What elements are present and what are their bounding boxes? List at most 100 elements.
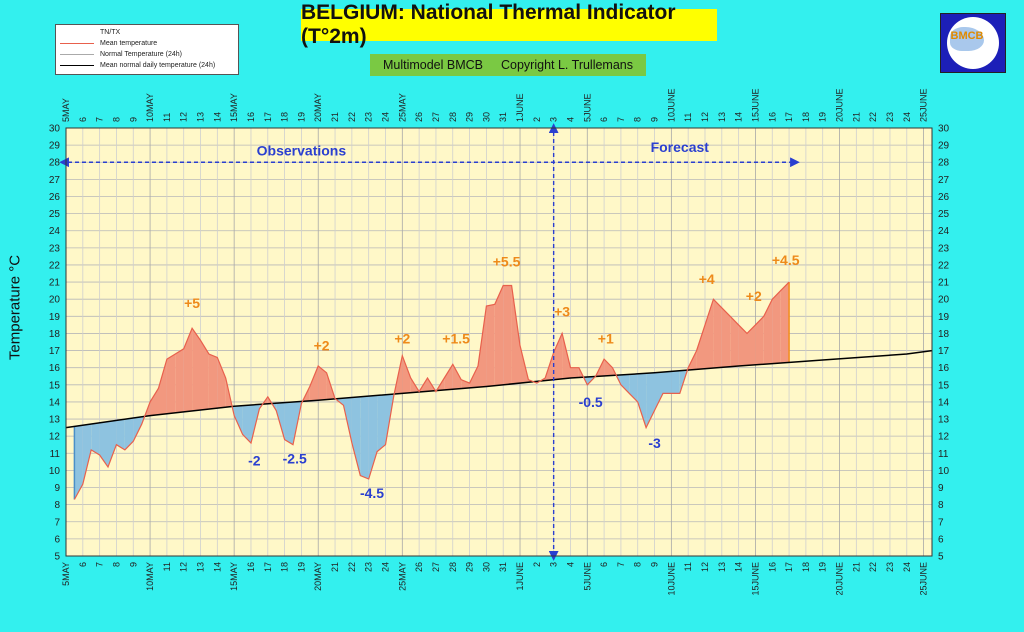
cold-area: [620, 374, 630, 394]
legend: TN/TX Mean temperature Normal Temperatur…: [55, 24, 239, 75]
x-tick-label-top: 22: [347, 112, 357, 122]
x-tick-label-top: 31: [498, 112, 508, 122]
legend-label: Mean normal daily temperature (24h): [100, 61, 216, 69]
bmcb-logo: BMCB: [940, 13, 1006, 73]
x-tick-label-bottom: 12: [700, 562, 710, 572]
warm-area: [763, 299, 773, 365]
anomaly-label: +1.5: [442, 331, 470, 347]
x-tick-label-top: 6: [599, 117, 609, 122]
x-tick-label-top: 13: [196, 112, 206, 122]
x-tick-label-top: 11: [162, 113, 172, 122]
legend-swatch: [60, 42, 94, 44]
y-tick-label-right: 19: [938, 312, 950, 323]
y-tick-label-right: 6: [938, 534, 944, 545]
x-tick-label-bottom: 6: [599, 562, 609, 567]
y-axis-label: Temperature °C: [6, 254, 24, 361]
warm-area: [208, 354, 218, 409]
x-tick-label-bottom: 16: [767, 562, 777, 572]
legend-item-mean-normal: Mean normal daily temperature (24h): [60, 60, 215, 70]
plot-border: [65, 127, 933, 557]
y-tick-label-right: 26: [938, 192, 950, 203]
x-tick-label-bottom: 21: [851, 562, 861, 572]
y-tick-label-left: 20: [49, 295, 61, 306]
y-tick-label-left: 29: [49, 141, 61, 152]
x-tick-label-top: 11: [683, 113, 693, 122]
x-tick-label-top: 16: [767, 112, 777, 122]
warm-area: [738, 324, 747, 366]
x-tick-label-bottom: 22: [868, 562, 878, 572]
warm-area: [721, 307, 731, 368]
warm-area: [158, 359, 167, 415]
x-tick-label-bottom: 30: [481, 562, 491, 572]
x-tick-label-top: 9: [650, 117, 660, 122]
x-tick-label-top: 14: [212, 112, 222, 122]
x-tick-label-top: 27: [431, 112, 441, 122]
legend-label: Mean temperature: [100, 39, 158, 47]
x-tick-label-bottom: 25JUNE: [919, 562, 929, 596]
legend-swatch: [60, 64, 94, 66]
grid: [65, 127, 932, 557]
cold-area: [82, 424, 92, 485]
x-tick-label-bottom: 8: [633, 562, 643, 567]
anomaly-areas: [74, 282, 790, 500]
legend-label: Normal Temperature (24h): [100, 50, 182, 58]
x-tick-label-bottom: 2: [532, 562, 542, 567]
y-tick-label-right: 15: [938, 380, 950, 391]
y-tick-label-left: 26: [49, 192, 61, 203]
x-tick-label-bottom: 5MAY: [61, 562, 71, 586]
x-tick-label-bottom: 23: [885, 562, 895, 572]
x-tick-label-bottom: 17: [263, 562, 273, 572]
x-tick-label-bottom: 21: [330, 562, 340, 572]
x-tick-label-bottom: 16: [246, 562, 256, 572]
y-tick-label-left: 12: [49, 432, 61, 443]
y-tick-label-right: 21: [938, 278, 950, 289]
x-tick-label-bottom: 15MAY: [229, 562, 239, 591]
x-tick-label-bottom: 17: [784, 562, 794, 572]
y-tick-label-right: 8: [938, 500, 944, 511]
x-tick-label-top: 10JUNE: [666, 88, 676, 122]
legend-item-normal: Normal Temperature (24h): [60, 49, 182, 59]
x-tick-label-bottom: 7: [616, 562, 626, 567]
y-tick-label-right: 22: [938, 260, 950, 271]
x-tick-label-bottom: 27: [431, 562, 441, 572]
x-tick-label-top: 14: [734, 112, 744, 122]
x-tick-label-top: 21: [851, 112, 861, 122]
anomaly-label: +2: [314, 338, 330, 354]
y-tick-label-left: 28: [49, 158, 61, 169]
x-tick-label-top: 3: [549, 117, 559, 122]
x-tick-label-bottom: 9: [128, 562, 138, 567]
y-tick-label-right: 14: [938, 397, 950, 408]
y-tick-label-left: 5: [54, 552, 60, 563]
x-tick-label-top: 8: [111, 117, 121, 122]
anomaly-label: -2.5: [283, 451, 307, 467]
x-tick-label-top: 7: [616, 117, 626, 122]
warm-area: [494, 285, 504, 386]
x-tick-label-bottom: 1JUNE: [515, 562, 525, 591]
region-label: Observations: [257, 142, 347, 158]
x-tick-label-bottom: 13: [196, 562, 206, 572]
x-tick-label-top: 10MAY: [145, 93, 155, 122]
x-tick-label-top: 20JUNE: [835, 88, 845, 122]
y-tick-label-right: 24: [938, 226, 950, 237]
anomaly-label: +4.5: [772, 252, 800, 268]
x-tick-label-top: 17: [263, 112, 273, 122]
warm-area: [562, 333, 571, 379]
x-tick-label-bottom: 11: [162, 562, 172, 571]
anomaly-label: +3: [554, 303, 570, 319]
warm-area: [150, 388, 159, 416]
x-tick-label-bottom: 24: [902, 562, 912, 572]
warm-area: [192, 328, 201, 411]
annotations: Observations Forecast +5 -2 -2.5 +2 -4.5 +2 +1.5…: [59, 123, 800, 561]
warm-area: [318, 366, 327, 401]
x-tick-label-bottom: 11: [683, 562, 693, 571]
x-tick-label-top: 1JUNE: [515, 93, 525, 122]
warm-area: [444, 364, 453, 390]
x-tick-label-top: 16: [246, 112, 256, 122]
warm-area: [478, 306, 487, 388]
y-tick-label-left: 27: [49, 175, 61, 186]
cold-area: [637, 373, 647, 428]
x-tick-label-top: 6: [78, 117, 88, 122]
legend-title: TN/TX: [100, 28, 121, 36]
y-tick-label-left: 22: [49, 260, 61, 271]
